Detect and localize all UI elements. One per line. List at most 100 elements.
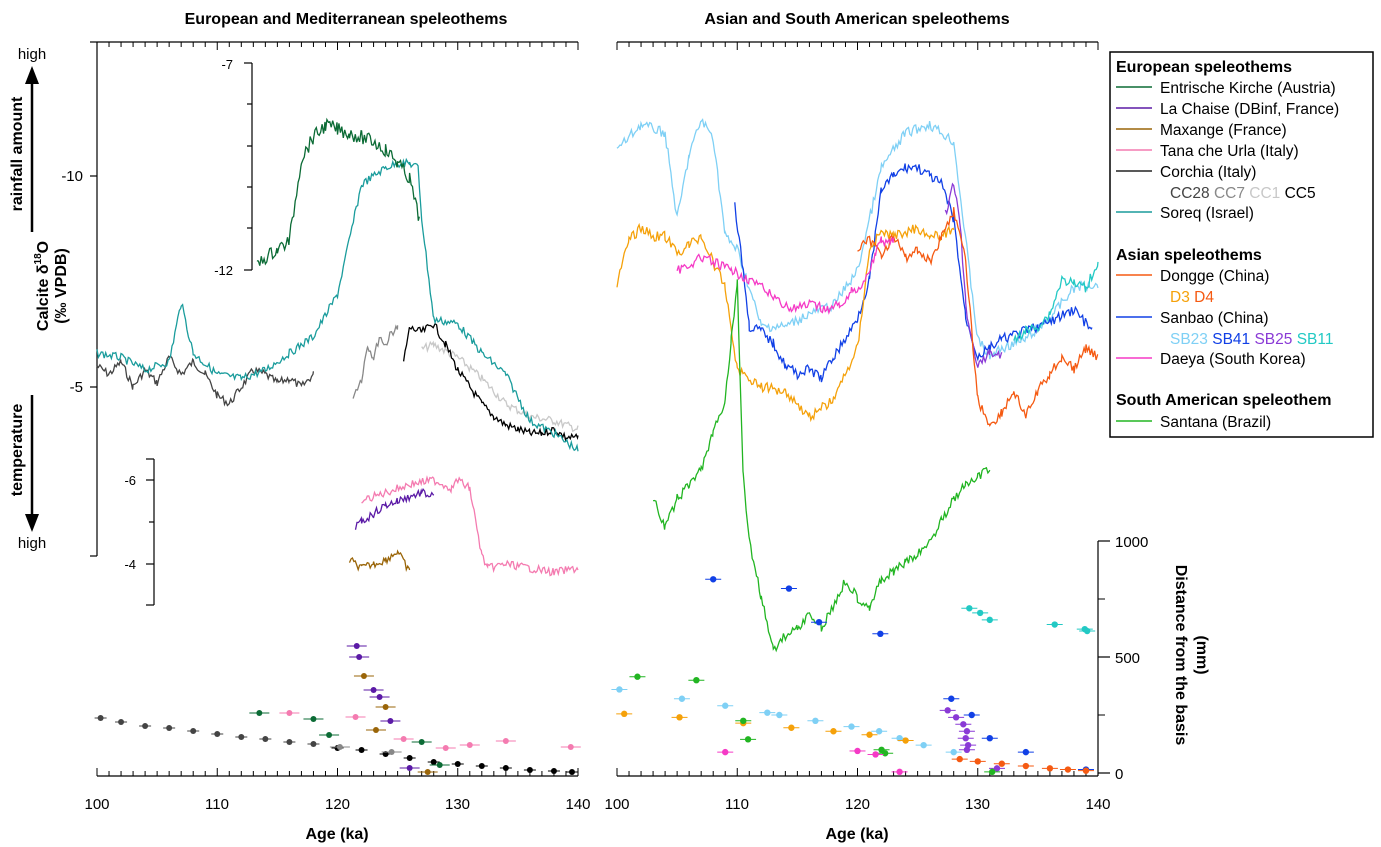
legend-d3: D3 <box>1170 289 1190 306</box>
legend-maxange: Maxange (France) <box>1160 122 1287 139</box>
left-age-points <box>94 643 581 775</box>
age-point-sb11 <box>966 605 973 612</box>
rainfall-label: rainfall amount <box>9 96 26 211</box>
legend-soreq: Soreq (Israel) <box>1160 205 1254 222</box>
age-point-sb25 <box>944 707 951 714</box>
left-panel-axes <box>90 41 579 777</box>
legend: European speleothems Entrische Kirche (A… <box>1109 51 1374 438</box>
inset-top-tick-7: -7 <box>221 57 233 72</box>
age-point <box>262 736 269 742</box>
left-x-axis-title: Age (ka) <box>305 826 368 843</box>
age-point-d4 <box>1022 762 1030 770</box>
legend-box <box>1109 51 1374 438</box>
distance-axis-title: Distance from the basis (mm) <box>1172 565 1210 746</box>
age-point-sb23 <box>848 723 855 730</box>
age-point-sb41 <box>877 630 884 637</box>
right-panel-title: Asian and South American speleothems <box>704 11 1009 28</box>
age-point <box>442 745 449 751</box>
legend-corchia: Corchia (Italy) <box>1160 164 1256 181</box>
age-point <box>97 715 104 721</box>
right-x-tick-110: 110 <box>725 796 749 813</box>
distance-tick-500: 500 <box>1115 650 1140 667</box>
age-point-sb25 <box>962 735 969 742</box>
left-x-tick-100: 100 <box>84 796 109 813</box>
age-point <box>382 704 389 710</box>
age-point-sb11 <box>976 609 984 617</box>
right-x-tick-130: 130 <box>965 796 990 813</box>
inset-bottom-axis <box>146 458 155 606</box>
age-point-sb41 <box>1022 748 1030 756</box>
left-x-tick-120: 120 <box>325 796 350 813</box>
high-label-bottom: high <box>18 535 46 552</box>
left-panel-title: European and Mediterranean speleothems <box>185 11 508 28</box>
right-lines <box>616 118 1099 653</box>
right-x-tick-140: 140 <box>1085 796 1110 813</box>
age-point-d3 <box>902 737 909 744</box>
age-point <box>166 725 173 731</box>
age-point-santana-brazil <box>988 768 996 776</box>
age-point <box>118 719 125 725</box>
age-point-d4 <box>956 755 963 763</box>
age-point-daeya-south-korea <box>896 768 903 776</box>
age-point-sb23 <box>920 741 927 749</box>
age-point <box>400 736 407 742</box>
age-point-daeya-south-korea <box>854 747 861 755</box>
legend-santana: Santana (Brazil) <box>1160 414 1271 431</box>
legend-sb41: SB41 <box>1212 331 1250 348</box>
age-point-d4 <box>998 760 1005 767</box>
age-point <box>326 732 333 738</box>
age-point-sb25 <box>993 765 1001 772</box>
age-point <box>360 673 367 679</box>
age-point <box>310 716 317 722</box>
age-point <box>418 739 425 745</box>
legend-entrische: Entrische Kirche (Austria) <box>1160 80 1336 97</box>
distance-axis-title-line1: Distance from the basis <box>1172 565 1189 746</box>
age-point-sb41 <box>986 735 993 742</box>
main-y-tick-10: -10 <box>61 168 83 185</box>
legend-corchia-samples: CC28 CC7 CC1 CC5 <box>1170 185 1316 202</box>
temperature-label: temperature <box>9 404 26 497</box>
y-axis-title-sup: 18 <box>33 253 44 265</box>
y-axis-title-o: O <box>35 241 52 253</box>
age-point <box>550 768 557 774</box>
age-point-sb23 <box>764 709 771 716</box>
age-point-sb11 <box>1083 627 1091 635</box>
age-point-sb23 <box>722 702 729 709</box>
y-axis-title-units: (‰ VPDB) <box>53 248 70 324</box>
age-point-d3 <box>676 714 683 721</box>
age-point-sb25 <box>960 721 967 728</box>
age-point-d3 <box>866 731 873 738</box>
age-point <box>478 763 485 769</box>
svg-text:Calcite δ18O: Calcite δ18O <box>33 241 52 331</box>
age-point-d4 <box>974 758 981 765</box>
age-point <box>567 744 574 750</box>
age-point <box>430 759 437 765</box>
series-line-sb23 <box>616 118 1099 360</box>
age-point <box>376 694 383 700</box>
series-line-cc1 <box>421 340 579 433</box>
age-point <box>388 749 395 755</box>
legend-sanbao: Sanbao (China) <box>1160 310 1269 327</box>
age-point <box>466 742 473 748</box>
legend-tana: Tana che Urla (Italy) <box>1160 143 1299 160</box>
legend-sa-header: South American speleothem <box>1116 392 1331 409</box>
legend-sanbao-samples: SB23 SB41 SB25 SB11 <box>1170 331 1333 348</box>
age-point-sb41 <box>710 576 717 583</box>
age-point <box>372 727 379 733</box>
age-point <box>336 744 343 750</box>
left-x-tick-130: 130 <box>445 796 470 813</box>
age-point-sb23 <box>875 728 883 735</box>
age-point-sb25 <box>952 714 960 721</box>
age-point-sb41 <box>948 695 955 702</box>
series-line-maxange-france <box>348 549 411 573</box>
age-point-sb23 <box>616 686 623 693</box>
age-point <box>424 769 431 775</box>
age-point-santana-brazil <box>693 677 700 684</box>
age-point-d3 <box>788 724 795 731</box>
right-x-tick-labels: 100 110 120 130 140 <box>604 796 1110 813</box>
age-point-d3 <box>830 728 837 735</box>
series-line-d4 <box>857 207 1099 427</box>
age-point-sb41 <box>968 711 975 719</box>
inset-bottom-tick-4: -4 <box>124 557 136 572</box>
